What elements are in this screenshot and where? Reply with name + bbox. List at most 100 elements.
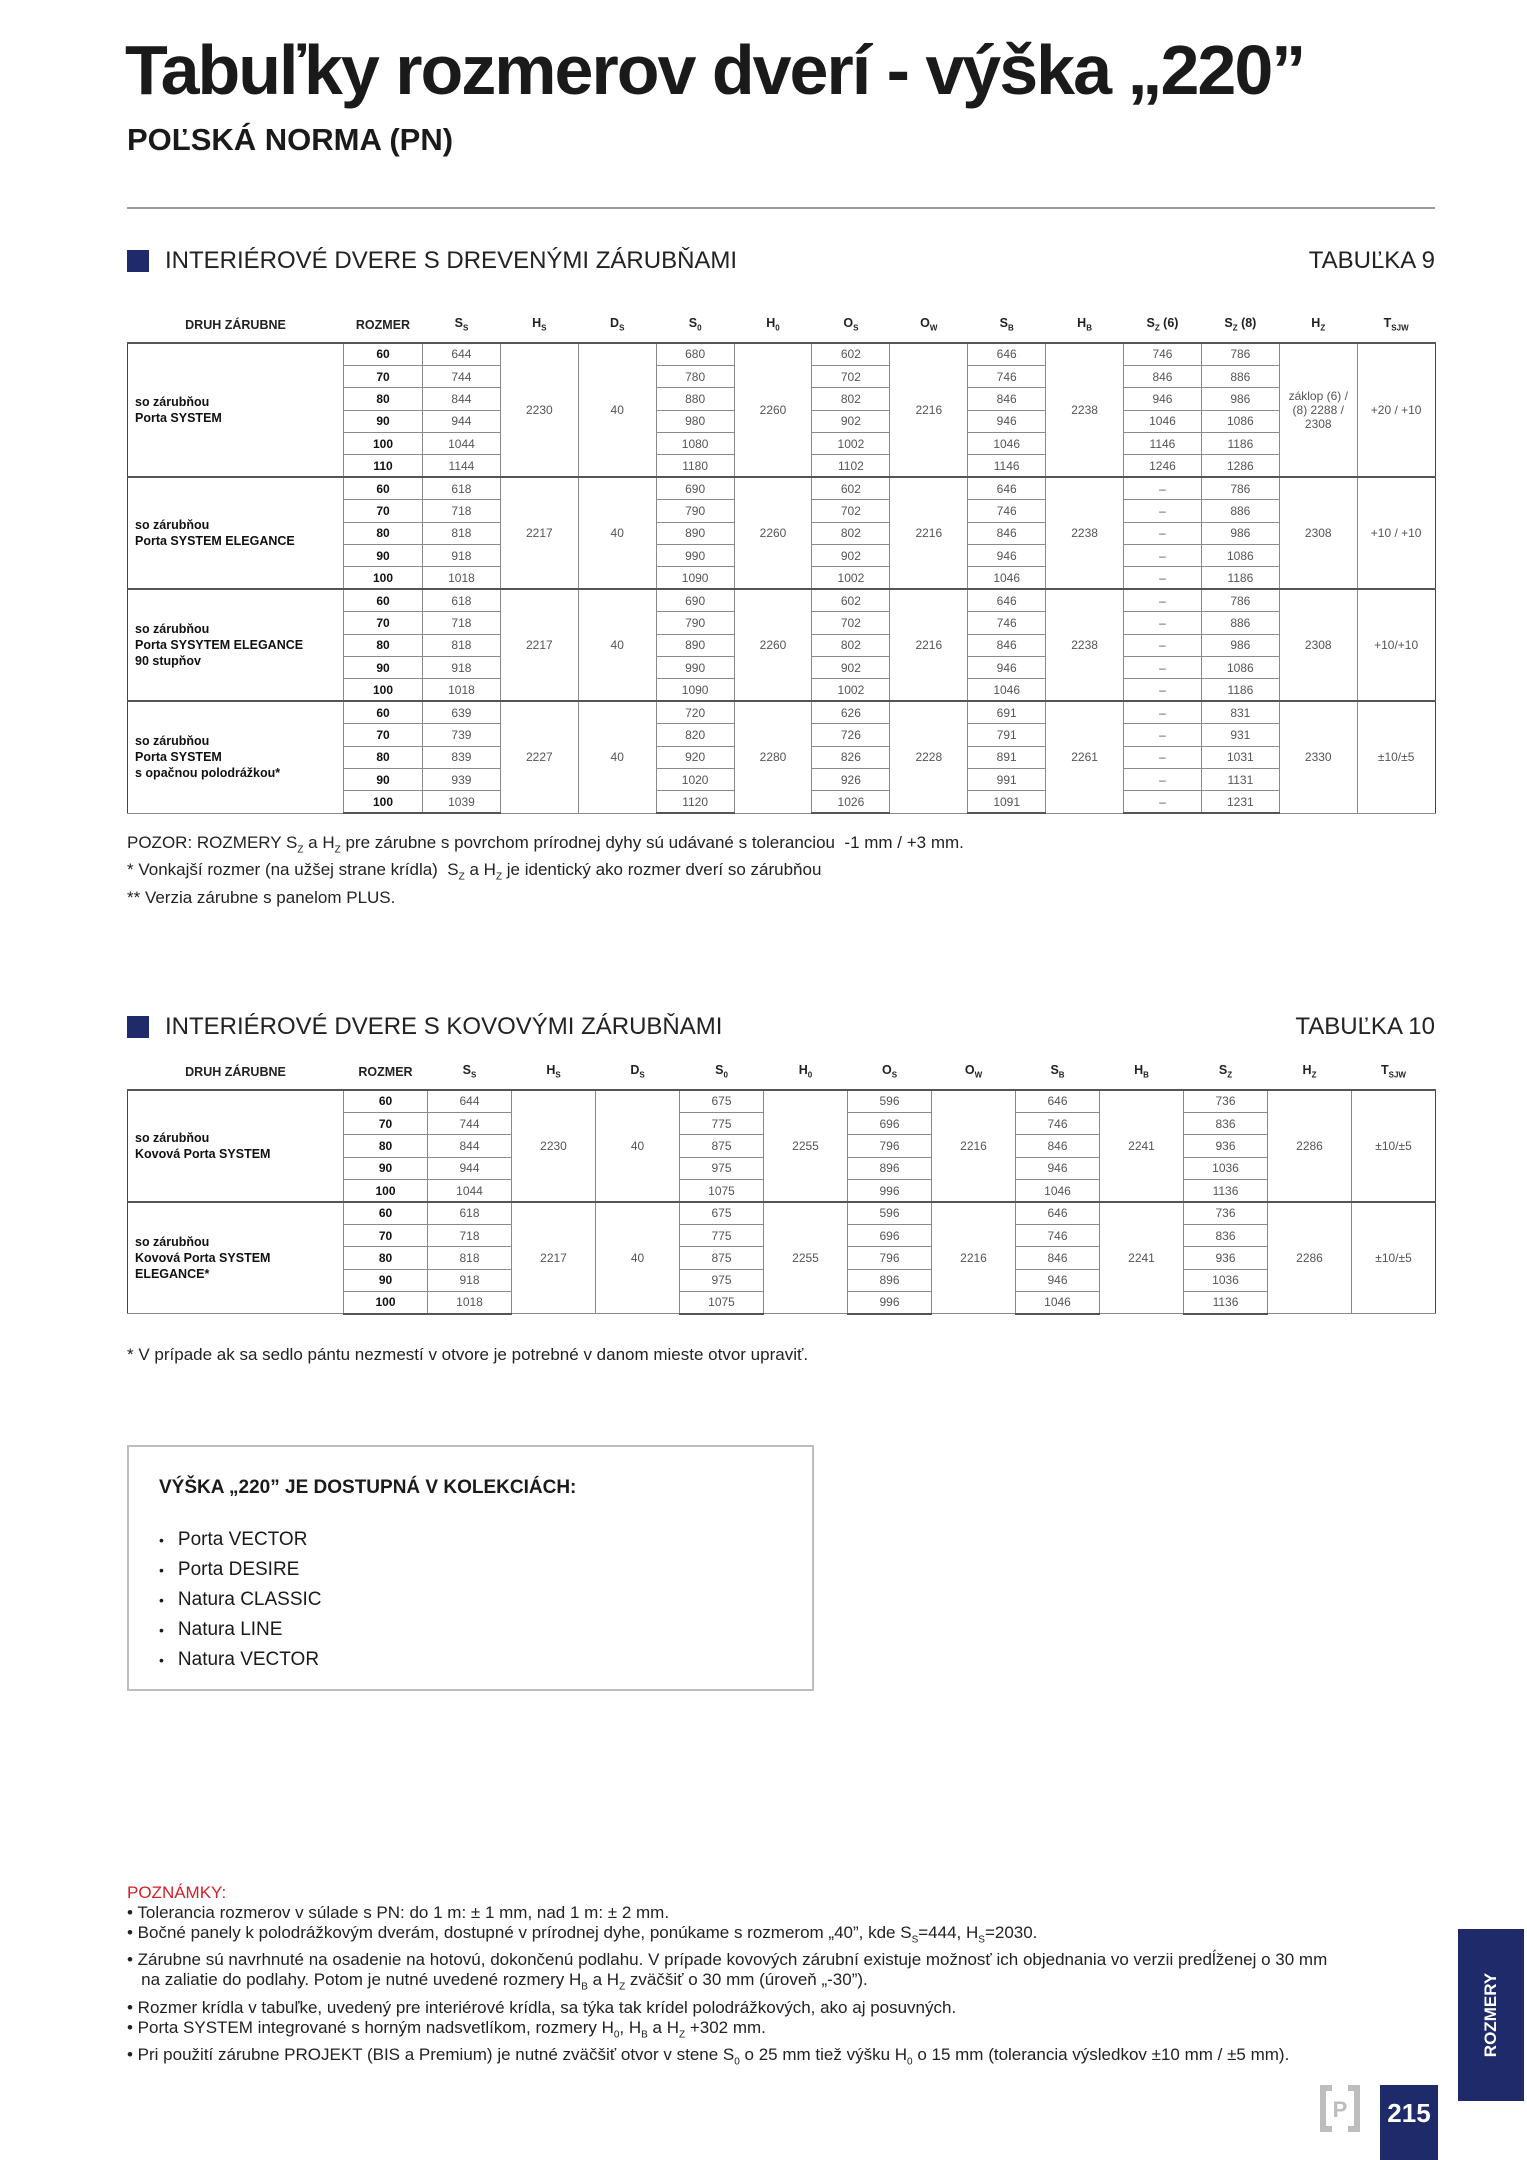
column-header: SZ (6) <box>1146 316 1179 333</box>
cell-os: 902 <box>811 655 891 680</box>
cell-s0: 990 <box>655 655 735 680</box>
cell-s0: 890 <box>655 633 735 657</box>
cell-ss: 618 <box>422 588 501 613</box>
cell-sb: 646 <box>1015 1200 1100 1225</box>
page-number: 215 <box>1380 2085 1438 2160</box>
frame-type-label: so zárubňou Kovová Porta SYSTEM ELEGANCE* <box>127 1200 344 1315</box>
column-header: H0 <box>798 1063 813 1080</box>
porta-logo-icon: P <box>1320 2085 1360 2132</box>
table9: DRUH ZÁRUBNE ROZMER SS HS DS S0 H0 OS OW SB HB SZ (… <box>127 307 1436 815</box>
cell-sb: 791 <box>967 723 1047 747</box>
cell-s0: 1090 <box>655 566 735 590</box>
cell-ds: 40 <box>595 1089 680 1203</box>
cell-sz: 836 <box>1183 1111 1268 1136</box>
cell-sz: 1136 <box>1183 1179 1268 1203</box>
cell-ds: 40 <box>577 588 657 702</box>
cell-os: 602 <box>811 341 891 366</box>
cell-h0: 2255 <box>763 1089 848 1203</box>
note-line: • Porta SYSTEM integrované s horným nads… <box>127 2017 766 2041</box>
cell-sz6: – <box>1123 499 1202 523</box>
table-row: 80 818 875 796 846 936 <box>128 1246 1436 1270</box>
column-header: HS <box>532 316 547 333</box>
cell-rozmer: 70 <box>343 1111 428 1136</box>
cell-os: 902 <box>811 409 891 434</box>
cell-os: 902 <box>811 544 891 568</box>
cell-sz6: 1246 <box>1123 454 1202 478</box>
table-row: 90 939 1020 926 991 –1131 <box>128 767 1436 792</box>
cell-s0: 990 <box>655 544 735 568</box>
column-header: HB <box>1134 1063 1149 1080</box>
table9-notes: POZOR: ROZMERY SZ a HZ pre zárubne s pov… <box>127 833 964 908</box>
cell-ss: 818 <box>422 521 501 546</box>
cell-h0: 2260 <box>733 476 813 590</box>
table-row: 90 918 990 902 946 –1086 <box>128 544 1436 568</box>
cell-ss: 939 <box>422 767 501 792</box>
cell-ss: 744 <box>422 364 501 389</box>
cell-s0: 890 <box>655 521 735 546</box>
cell-ds: 40 <box>577 700 657 814</box>
cell-os: 802 <box>811 521 891 546</box>
cell-ss: 839 <box>422 745 501 769</box>
table-row: 80 844 880 802 846 946 986 <box>128 387 1436 411</box>
table10-heading: INTERIÉROVÉ DVERE S KOVOVÝMI ZÁRUBŇAMI T… <box>127 1013 1435 1041</box>
cell-ss: 1039 <box>422 790 501 815</box>
cell-sz8: 1186 <box>1200 566 1280 590</box>
note-line: • Rozmer krídla v tabuľke, uvedený pre i… <box>127 1997 957 2017</box>
cell-sb: 746 <box>967 364 1047 389</box>
cell-rozmer: 80 <box>343 1246 428 1270</box>
cell-s0: 720 <box>655 700 735 725</box>
cell-ss: 1144 <box>422 454 501 478</box>
cell-h0: 2255 <box>763 1200 848 1315</box>
cell-sb: 1146 <box>967 454 1047 478</box>
cell-hz: záklop (6) / (8) 2288 / 2308 <box>1278 341 1358 478</box>
cell-sz6: 846 <box>1123 364 1202 389</box>
collections-title: VÝŠKA „220” JE DOSTUPNÁ V KOLEKCIÁCH: <box>159 1477 577 1498</box>
table10: DRUH ZÁRUBNE ROZMER SS HS DS S0 H0 OS OW SB HB SZ HZ… <box>127 1054 1436 1315</box>
cell-os: 826 <box>811 745 891 769</box>
cell-os: 996 <box>847 1291 932 1315</box>
column-header: SZ <box>1218 1063 1233 1080</box>
cell-os: 602 <box>811 476 891 501</box>
column-header: HZ <box>1302 1063 1317 1080</box>
cell-sz8: 786 <box>1200 588 1280 613</box>
list-item: Natura LINE <box>159 1615 322 1645</box>
cell-ss: 944 <box>427 1156 512 1181</box>
cell-s0: 1075 <box>679 1291 764 1315</box>
column-header: DRUH ZÁRUBNE <box>185 1064 286 1079</box>
cell-sb: 991 <box>967 767 1047 792</box>
cell-sb: 1046 <box>967 678 1047 702</box>
cell-sz8: 1131 <box>1200 767 1280 792</box>
cell-ss: 918 <box>422 655 501 680</box>
divider <box>127 207 1435 209</box>
cell-ss: 944 <box>422 409 501 434</box>
note-line: • Tolerancia rozmerov v súlade s PN: do … <box>127 1903 670 1922</box>
cell-sz8: 1031 <box>1200 745 1280 769</box>
cell-sb: 846 <box>967 387 1047 411</box>
cell-hs: 2230 <box>511 1089 596 1203</box>
cell-sz6: 946 <box>1123 387 1202 411</box>
cell-s0: 775 <box>679 1223 764 1248</box>
table-row: so zárubňou Kovová Porta SYSTEM ELEGANCE* 6… <box>127 1200 1436 1315</box>
note-line: POZOR: ROZMERY SZ a HZ pre zárubne s pov… <box>127 833 964 856</box>
list-item: Natura CLASSIC <box>159 1585 322 1615</box>
cell-sz: 836 <box>1183 1223 1268 1248</box>
cell-ss: 818 <box>422 633 501 657</box>
cell-ow: 2216 <box>889 341 969 478</box>
table-row: 100 1044 1075 996 1046 1136 <box>128 1179 1436 1203</box>
cell-ss: 918 <box>422 544 501 568</box>
cell-s0: 1180 <box>655 454 735 478</box>
cell-s0: 690 <box>655 588 735 613</box>
cell-s0: 820 <box>655 723 735 747</box>
cell-sz6: 1146 <box>1123 432 1202 456</box>
cell-os: 1026 <box>811 790 891 815</box>
cell-sz8: 886 <box>1200 499 1280 523</box>
column-header: ROZMER <box>355 317 411 332</box>
column-header: HZ <box>1311 316 1326 333</box>
table10-title: INTERIÉROVÉ DVERE S KOVOVÝMI ZÁRUBŇAMI <box>165 1013 723 1040</box>
cell-s0: 880 <box>655 387 735 411</box>
cell-ow: 2228 <box>889 700 969 814</box>
cell-ss: 744 <box>427 1111 512 1136</box>
cell-ss: 1018 <box>422 566 501 590</box>
cell-hs: 2217 <box>499 588 579 702</box>
cell-rozmer: 60 <box>343 341 423 366</box>
